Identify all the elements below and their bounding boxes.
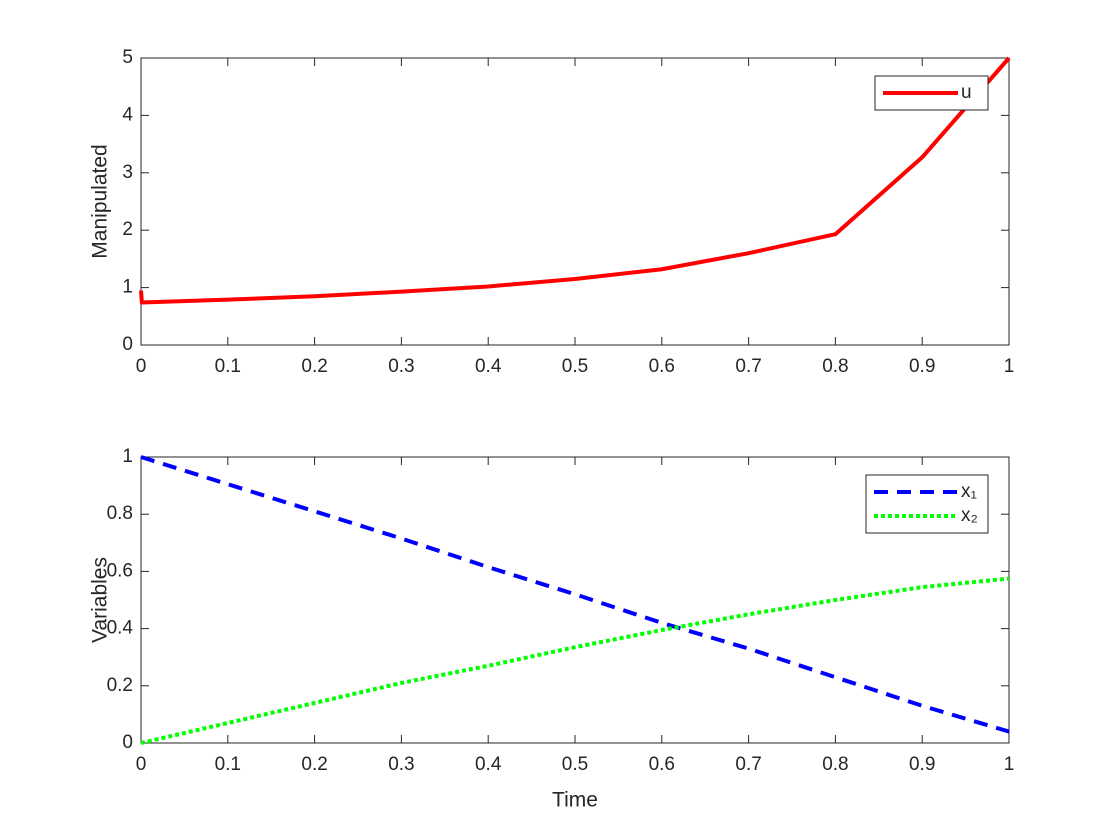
x-tick-label: 1 (1004, 356, 1015, 377)
x-tick-label: 0.6 (649, 754, 675, 775)
y-tick-label: 1 (122, 446, 133, 467)
x-tick-label: 0.2 (301, 356, 327, 377)
x-tick-label: 0.4 (475, 754, 502, 775)
x-tick-label: 0.2 (301, 754, 327, 775)
y-tick-label: 1 (122, 277, 133, 298)
y-tick-label: 0.8 (107, 503, 133, 524)
x-tick-label: 0 (136, 754, 147, 775)
x-tick-label: 0.5 (562, 356, 588, 377)
x-tick-label: 0.8 (822, 754, 848, 775)
y-axis-label: Manipulated (89, 144, 112, 258)
y-axis-label: Variables (89, 557, 112, 643)
x-tick-label: 0.3 (388, 356, 414, 377)
x-tick-label: 1 (1004, 754, 1015, 775)
x-tick-label: 0.5 (562, 754, 588, 775)
y-tick-label: 0.6 (107, 560, 133, 581)
y-tick-label: 4 (122, 104, 133, 125)
x-tick-label: 0 (136, 356, 147, 377)
x-tick-label: 0.7 (735, 754, 761, 775)
x-tick-label: 0.3 (388, 754, 414, 775)
x-tick-label: 0.1 (215, 754, 241, 775)
x-tick-label: 0.4 (475, 356, 502, 377)
y-tick-label: 2 (122, 219, 133, 240)
plot-area (140, 456, 1010, 744)
y-tick-label: 5 (122, 47, 133, 68)
legend-box (865, 474, 989, 534)
legend-label: x₂ (961, 505, 978, 526)
data-line (140, 455, 1010, 734)
x-tick-label: 0.6 (649, 356, 675, 377)
data-line (140, 576, 1010, 745)
y-tick-label: 3 (122, 162, 133, 183)
data-line (139, 56, 1011, 305)
x-tick-label: 0.7 (735, 356, 761, 377)
y-tick-label: 0.2 (107, 675, 133, 696)
y-tick-label: 0.4 (107, 618, 134, 639)
legend-label: u (961, 82, 972, 103)
x-tick-label: 0.9 (909, 754, 935, 775)
x-axis-label: Time (552, 789, 598, 812)
legend-label: x₁ (961, 481, 977, 502)
x-tick-label: 0.1 (215, 356, 241, 377)
x-tick-label: 0.8 (822, 356, 848, 377)
x-tick-label: 0.9 (909, 356, 935, 377)
y-tick-label: 0 (122, 334, 133, 355)
y-tick-label: 0 (122, 732, 133, 753)
